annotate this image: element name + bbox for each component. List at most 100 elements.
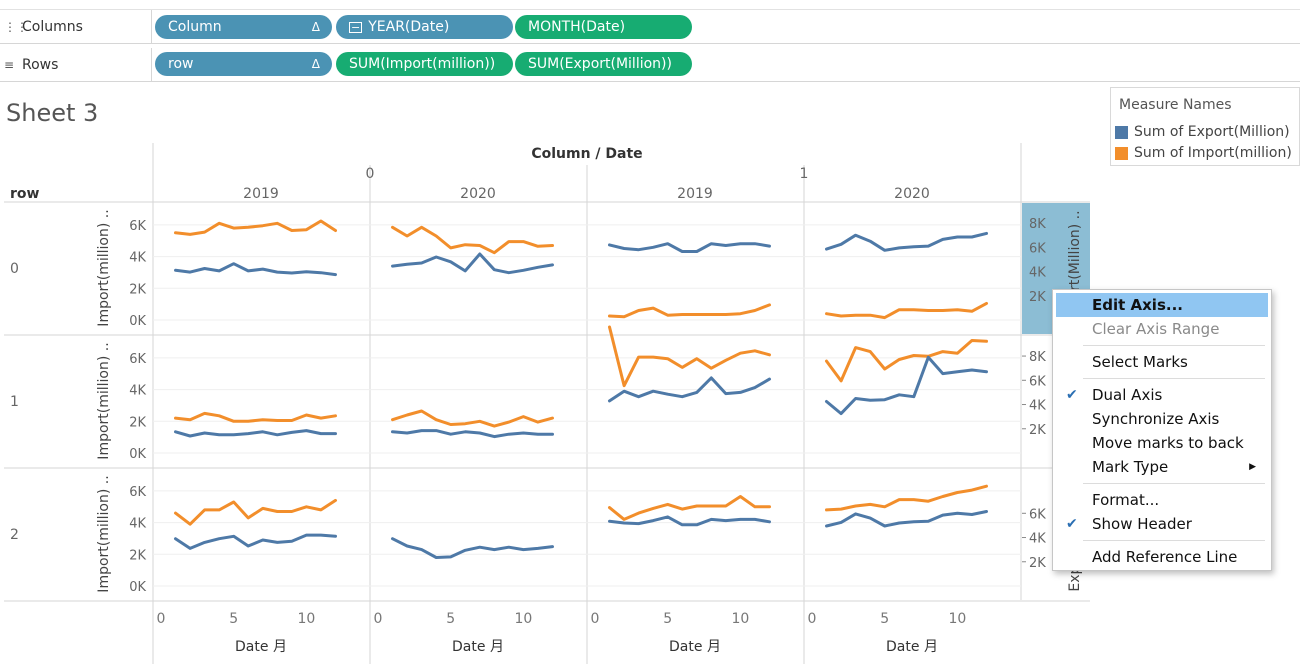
- menu-item-mark-type[interactable]: Mark Type ▶: [1056, 455, 1268, 479]
- rows-shelf-label: ≡ Rows: [0, 48, 152, 82]
- menu-item-label: Synchronize Axis: [1092, 410, 1220, 428]
- menu-item-add-reference-line[interactable]: Add Reference Line: [1056, 545, 1268, 569]
- legend-title: Measure Names: [1119, 97, 1232, 113]
- x-axis-title: Date 月: [886, 639, 938, 655]
- right-axis-tick-label: 8K: [1029, 217, 1046, 232]
- menu-item-label: Select Marks: [1092, 353, 1188, 371]
- columns-label: Columns: [22, 19, 83, 35]
- left-axis-tick-label: 6K: [129, 352, 146, 367]
- import-series-line: [174, 411, 337, 423]
- check-icon: ✔: [1066, 516, 1078, 532]
- export-series-line: [391, 429, 554, 439]
- column-pill[interactable]: Column Δ: [155, 15, 332, 39]
- x-axis-tick-label: 10: [948, 611, 966, 627]
- menu-item-label: Mark Type: [1092, 458, 1169, 476]
- export-sum-pill[interactable]: SUM(Export(Million)): [515, 52, 692, 76]
- year-header-0: 2019: [243, 186, 279, 202]
- x-axis-tick-label: 0: [374, 611, 383, 627]
- legend-card[interactable]: Measure Names Sum of Export(Million) Sum…: [1110, 87, 1300, 166]
- x-axis-tick-label: 5: [446, 611, 455, 627]
- menu-item-edit-axis[interactable]: Edit Axis...: [1056, 293, 1268, 317]
- row-pill-label: row: [168, 56, 194, 72]
- sheet-title: Sheet 3: [6, 99, 99, 127]
- legend-swatch-import: [1115, 146, 1128, 160]
- right-axis-tick-label: 6K: [1029, 374, 1046, 389]
- right-axis-tick-label: 6K: [1029, 507, 1046, 522]
- menu-item-label: Move marks to back: [1092, 434, 1244, 452]
- year-date-pill[interactable]: − YEAR(Date): [336, 15, 513, 39]
- axis-context-menu[interactable]: Edit Axis... Clear Axis Range Select Mar…: [1052, 289, 1272, 571]
- legend-label-export: Sum of Export(Million): [1134, 124, 1290, 140]
- menu-item-label: Edit Axis...: [1092, 296, 1183, 314]
- import-series-line: [608, 325, 771, 388]
- left-axis-title[interactable]: Import(million) ..: [96, 475, 112, 592]
- month-date-pill[interactable]: MONTH(Date): [515, 15, 692, 39]
- left-axis-title[interactable]: Import(million) ..: [96, 342, 112, 459]
- legend-swatch-export: [1115, 125, 1128, 139]
- export-series-line: [825, 355, 988, 416]
- x-axis-title: Date 月: [235, 639, 287, 655]
- viz-canvas[interactable]: 0K 2K 4K 6K 2K 4K 6K 8K 0K 2K 4K 6K 2K 4K 6K 8K 0K 2K 4K 6K…: [0, 0, 1100, 669]
- left-axis-tick-label: 0K: [129, 580, 146, 595]
- import-sum-pill[interactable]: SUM(Import(million)): [336, 52, 513, 76]
- submenu-arrow-icon: ▶: [1249, 462, 1256, 472]
- column-header-title: Column / Date: [531, 146, 642, 162]
- right-axis-tick-label: 2K: [1029, 556, 1046, 571]
- menu-item-show-header[interactable]: ✔ Show Header: [1056, 512, 1268, 536]
- left-axis-tick-label: 2K: [129, 548, 146, 563]
- import-series-line: [391, 225, 554, 255]
- menu-item-synchronize-axis[interactable]: Synchronize Axis: [1056, 407, 1268, 431]
- left-axis-tick-label: 4K: [129, 251, 146, 266]
- column-pill-label: Column: [168, 19, 222, 35]
- menu-item-format[interactable]: Format...: [1056, 488, 1268, 512]
- menu-item-move-marks-to-back[interactable]: Move marks to back: [1056, 431, 1268, 455]
- import-series-line: [825, 339, 988, 383]
- delta-icon: Δ: [311, 57, 320, 71]
- columns-shelf[interactable]: ⋮⋮ Columns Column Δ − YEAR(Date) MONTH(D…: [0, 10, 1300, 44]
- right-axis-tick-label: 6K: [1029, 241, 1046, 256]
- row-value-2: 2: [10, 527, 19, 543]
- x-axis-tick-label: 5: [229, 611, 238, 627]
- right-axis-tick-label: 2K: [1029, 290, 1046, 305]
- column-value-0: 0: [366, 166, 375, 182]
- x-axis-tick-label: 10: [731, 611, 749, 627]
- import-series-line: [825, 301, 988, 320]
- import-sum-pill-label: SUM(Import(million)): [349, 56, 496, 72]
- columns-shelf-label: ⋮⋮ Columns: [0, 10, 152, 44]
- year-date-pill-label: YEAR(Date): [368, 19, 450, 35]
- row-header-title: row: [10, 186, 40, 202]
- x-axis-tick-label: 0: [591, 611, 600, 627]
- import-series-line: [174, 498, 337, 526]
- x-axis-tick-label: 10: [297, 611, 315, 627]
- x-axis-tick-label: 5: [663, 611, 672, 627]
- left-axis-tick-label: 2K: [129, 282, 146, 297]
- x-axis-tick-label: 5: [880, 611, 889, 627]
- menu-separator: [1083, 378, 1265, 379]
- menu-item-dual-axis[interactable]: ✔ Dual Axis: [1056, 383, 1268, 407]
- legend-item-import[interactable]: Sum of Import(million): [1115, 145, 1292, 161]
- export-series-line: [825, 231, 988, 252]
- x-axis-title: Date 月: [452, 639, 504, 655]
- export-sum-pill-label: SUM(Export(Million)): [528, 56, 672, 72]
- menu-item-select-marks[interactable]: Select Marks: [1056, 350, 1268, 374]
- rows-shelf[interactable]: ≡ Rows row Δ SUM(Import(million)) SUM(Ex…: [0, 48, 1300, 82]
- menu-separator: [1083, 345, 1265, 346]
- import-series-line: [391, 409, 554, 428]
- row-pill[interactable]: row Δ: [155, 52, 332, 76]
- menu-separator: [1083, 483, 1265, 484]
- menu-item-label: Show Header: [1092, 515, 1192, 533]
- export-series-line: [174, 262, 337, 277]
- delta-icon: Δ: [311, 20, 320, 34]
- rows-label: Rows: [22, 57, 59, 73]
- export-series-line: [174, 429, 337, 438]
- menu-item-label: Add Reference Line: [1092, 548, 1238, 566]
- export-series-line: [391, 537, 554, 559]
- import-series-line: [174, 219, 337, 236]
- legend-item-export[interactable]: Sum of Export(Million): [1115, 124, 1290, 140]
- export-series-line: [608, 515, 771, 527]
- left-axis-title[interactable]: Import(million) ..: [96, 209, 112, 326]
- export-series-line: [608, 242, 771, 253]
- left-axis-tick-label: 6K: [129, 219, 146, 234]
- left-axis-tick-label: 6K: [129, 485, 146, 500]
- toolbar-strip: [0, 0, 1300, 10]
